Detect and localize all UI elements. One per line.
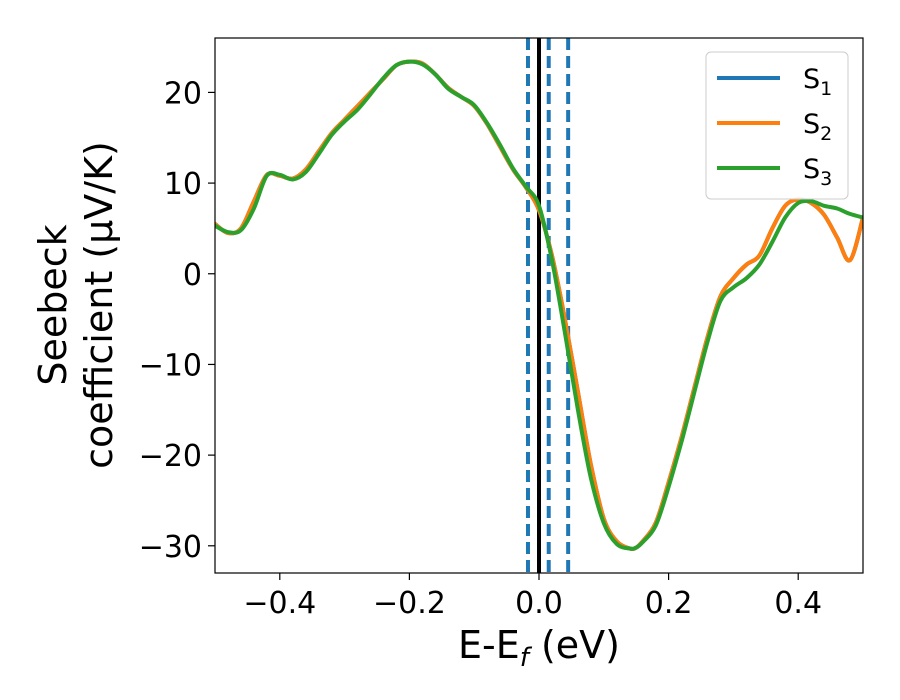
data-series (215, 59, 863, 552)
series-line-s3 (215, 59, 863, 551)
legend-label-s2: S2 (803, 109, 832, 145)
x-tick-label: −0.2 (373, 586, 446, 621)
x-axis-label: E-Ef (eV) (458, 623, 620, 673)
x-axis-ticks: −0.4 −0.2 0.0 0.2 0.4 (243, 573, 822, 621)
y-tick-label: −10 (139, 348, 202, 383)
y-tick-label: −30 (139, 530, 202, 565)
y-axis-label: Seebeck coefficient (μV/K) (31, 141, 121, 469)
reference-lines (525, 38, 571, 573)
legend: S1 S2 S3 (705, 51, 849, 200)
legend-label-s1: S1 (803, 64, 832, 100)
x-axis-label-main: E-E (458, 623, 520, 667)
y-tick-label: −20 (139, 439, 202, 474)
legend-label-s3: S3 (803, 154, 832, 190)
y-axis-label-line2: coefficient (μV/K) (77, 141, 121, 469)
x-tick-label: 0.0 (515, 586, 563, 621)
legend-box (705, 51, 849, 200)
y-tick-label: 0 (183, 258, 202, 293)
y-axis-ticks: −30 −20 −10 0 10 20 (139, 76, 215, 565)
y-axis-label-line1: Seebeck (31, 224, 75, 385)
x-tick-label: 0.4 (774, 586, 822, 621)
y-tick-label: 20 (164, 76, 202, 111)
x-axis-label-rest: (eV) (529, 623, 620, 667)
x-tick-label: −0.4 (243, 586, 316, 621)
y-tick-label: 10 (164, 167, 202, 202)
x-tick-label: 0.2 (645, 586, 693, 621)
